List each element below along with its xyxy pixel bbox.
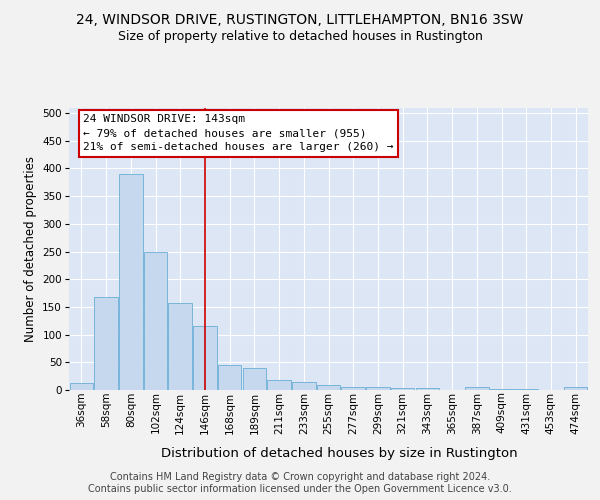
Bar (317, 385, 340, 390)
Bar (341, 386, 365, 390)
Bar (119, 174, 143, 390)
Text: Contains HM Land Registry data © Crown copyright and database right 2024.: Contains HM Land Registry data © Crown c… (110, 472, 490, 482)
Bar (193, 326, 217, 390)
Text: 24, WINDSOR DRIVE, RUSTINGTON, LITTLEHAMPTON, BN16 3SW: 24, WINDSOR DRIVE, RUSTINGTON, LITTLEHAM… (76, 12, 524, 26)
Text: 24 WINDSOR DRIVE: 143sqm
← 79% of detached houses are smaller (955)
21% of semi-: 24 WINDSOR DRIVE: 143sqm ← 79% of detach… (83, 114, 394, 152)
Bar (391, 388, 415, 390)
Bar (292, 382, 316, 390)
Bar (94, 297, 118, 390)
Bar (70, 383, 93, 390)
Bar (490, 389, 513, 390)
Bar (144, 252, 167, 390)
Text: Size of property relative to detached houses in Rustington: Size of property relative to detached ho… (118, 30, 482, 43)
Text: Distribution of detached houses by size in Rustington: Distribution of detached houses by size … (161, 448, 517, 460)
Bar (366, 387, 389, 390)
Bar (218, 365, 241, 390)
Text: Contains public sector information licensed under the Open Government Licence v3: Contains public sector information licen… (88, 484, 512, 494)
Bar (465, 387, 488, 390)
Bar (564, 387, 587, 390)
Bar (514, 389, 538, 390)
Bar (242, 368, 266, 390)
Y-axis label: Number of detached properties: Number of detached properties (24, 156, 37, 342)
Bar (268, 380, 291, 390)
Bar (416, 388, 439, 390)
Bar (169, 303, 192, 390)
